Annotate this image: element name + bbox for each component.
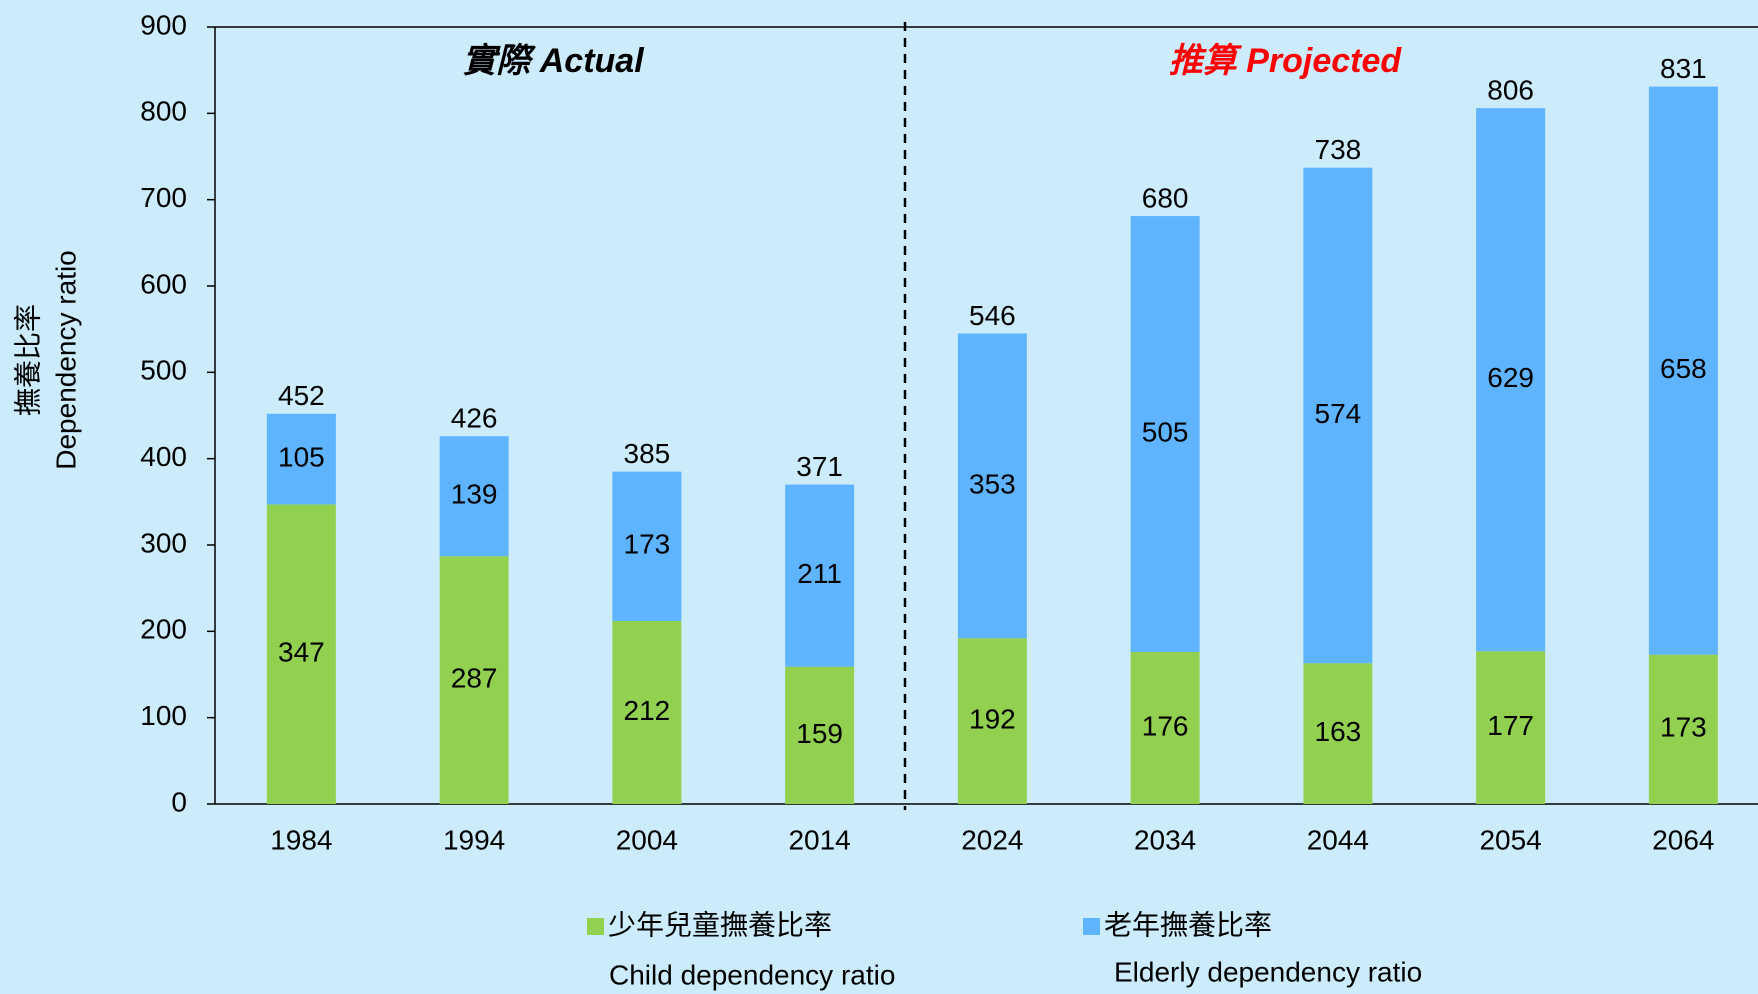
value-label: 211 [797, 558, 842, 589]
value-label: 105 [278, 441, 325, 472]
x-tick-label: 2034 [1134, 824, 1196, 855]
value-label: 629 [1487, 362, 1534, 393]
total-label: 806 [1487, 75, 1534, 106]
bar-segment [439, 556, 509, 804]
legend-label: Child dependency ratio [609, 959, 895, 990]
y-tick-label: 700 [140, 182, 187, 213]
legend-label: 少年兒童撫養比率 [608, 909, 832, 940]
y-tick-label: 200 [140, 614, 187, 645]
total-label: 452 [278, 380, 325, 411]
value-label: 574 [1315, 398, 1362, 429]
legend-swatch [587, 918, 604, 935]
value-label: 176 [1142, 710, 1189, 741]
y-axis-label: 撫養比率 [12, 304, 43, 416]
bar-segment [266, 413, 336, 505]
legend-label: 老年撫養比率 [1104, 909, 1272, 940]
bar-segment [785, 484, 855, 667]
y-axis-label: Dependency ratio [50, 250, 81, 469]
total-label: 426 [451, 403, 498, 434]
bar-segment [1303, 167, 1373, 664]
annotation: 實際 Actual [462, 42, 645, 80]
value-label: 163 [1315, 716, 1362, 747]
bar-segment [1130, 216, 1200, 653]
value-label: 139 [451, 479, 498, 510]
total-label: 680 [1142, 182, 1189, 213]
value-label: 353 [969, 468, 1016, 499]
bar-segment [1648, 654, 1718, 804]
bar-segment [1476, 108, 1546, 652]
value-label: 505 [1142, 416, 1189, 447]
value-label: 287 [451, 663, 498, 694]
x-tick-label: 1994 [443, 824, 505, 855]
bar-segment [1648, 86, 1718, 655]
y-tick-label: 0 [171, 786, 187, 817]
y-tick-label: 300 [140, 527, 187, 558]
bar-segment [266, 504, 336, 804]
value-label: 347 [278, 637, 325, 668]
total-label: 385 [624, 438, 671, 469]
annotation: 推算 Projected [1169, 42, 1403, 80]
bar-segment [1303, 663, 1373, 804]
x-tick-label: 1984 [270, 824, 332, 855]
total-label: 831 [1660, 53, 1707, 84]
bar-segment [439, 436, 509, 557]
y-tick-label: 500 [140, 355, 187, 386]
value-label: 173 [1660, 712, 1707, 743]
value-label: 159 [796, 718, 843, 749]
bar-segment [612, 620, 682, 804]
value-label: 177 [1487, 710, 1534, 741]
legend-label: Elderly dependency ratio [1114, 956, 1422, 987]
x-tick-label: 2044 [1307, 824, 1369, 855]
x-tick-label: 2054 [1479, 824, 1541, 855]
bar-segment [785, 666, 855, 804]
legend-swatch [1083, 918, 1100, 935]
y-tick-label: 100 [140, 700, 187, 731]
bar-segment [612, 471, 682, 621]
total-label: 371 [796, 451, 843, 482]
bar-segment [1476, 651, 1546, 804]
value-label: 658 [1660, 353, 1707, 384]
value-label: 173 [624, 529, 671, 560]
y-tick-label: 900 [140, 9, 187, 40]
x-tick-label: 2014 [788, 824, 850, 855]
value-label: 212 [624, 695, 671, 726]
x-tick-label: 2064 [1652, 824, 1714, 855]
value-label: 192 [969, 704, 1016, 735]
bar-segment [957, 333, 1027, 639]
total-label: 546 [969, 300, 1016, 331]
y-tick-label: 800 [140, 96, 187, 127]
x-tick-label: 2004 [616, 824, 678, 855]
x-tick-label: 2024 [961, 824, 1023, 855]
y-tick-label: 600 [140, 268, 187, 299]
y-tick-label: 400 [140, 441, 187, 472]
bar-segment [1130, 652, 1200, 804]
bar-segment [957, 638, 1027, 804]
total-label: 738 [1315, 134, 1362, 165]
